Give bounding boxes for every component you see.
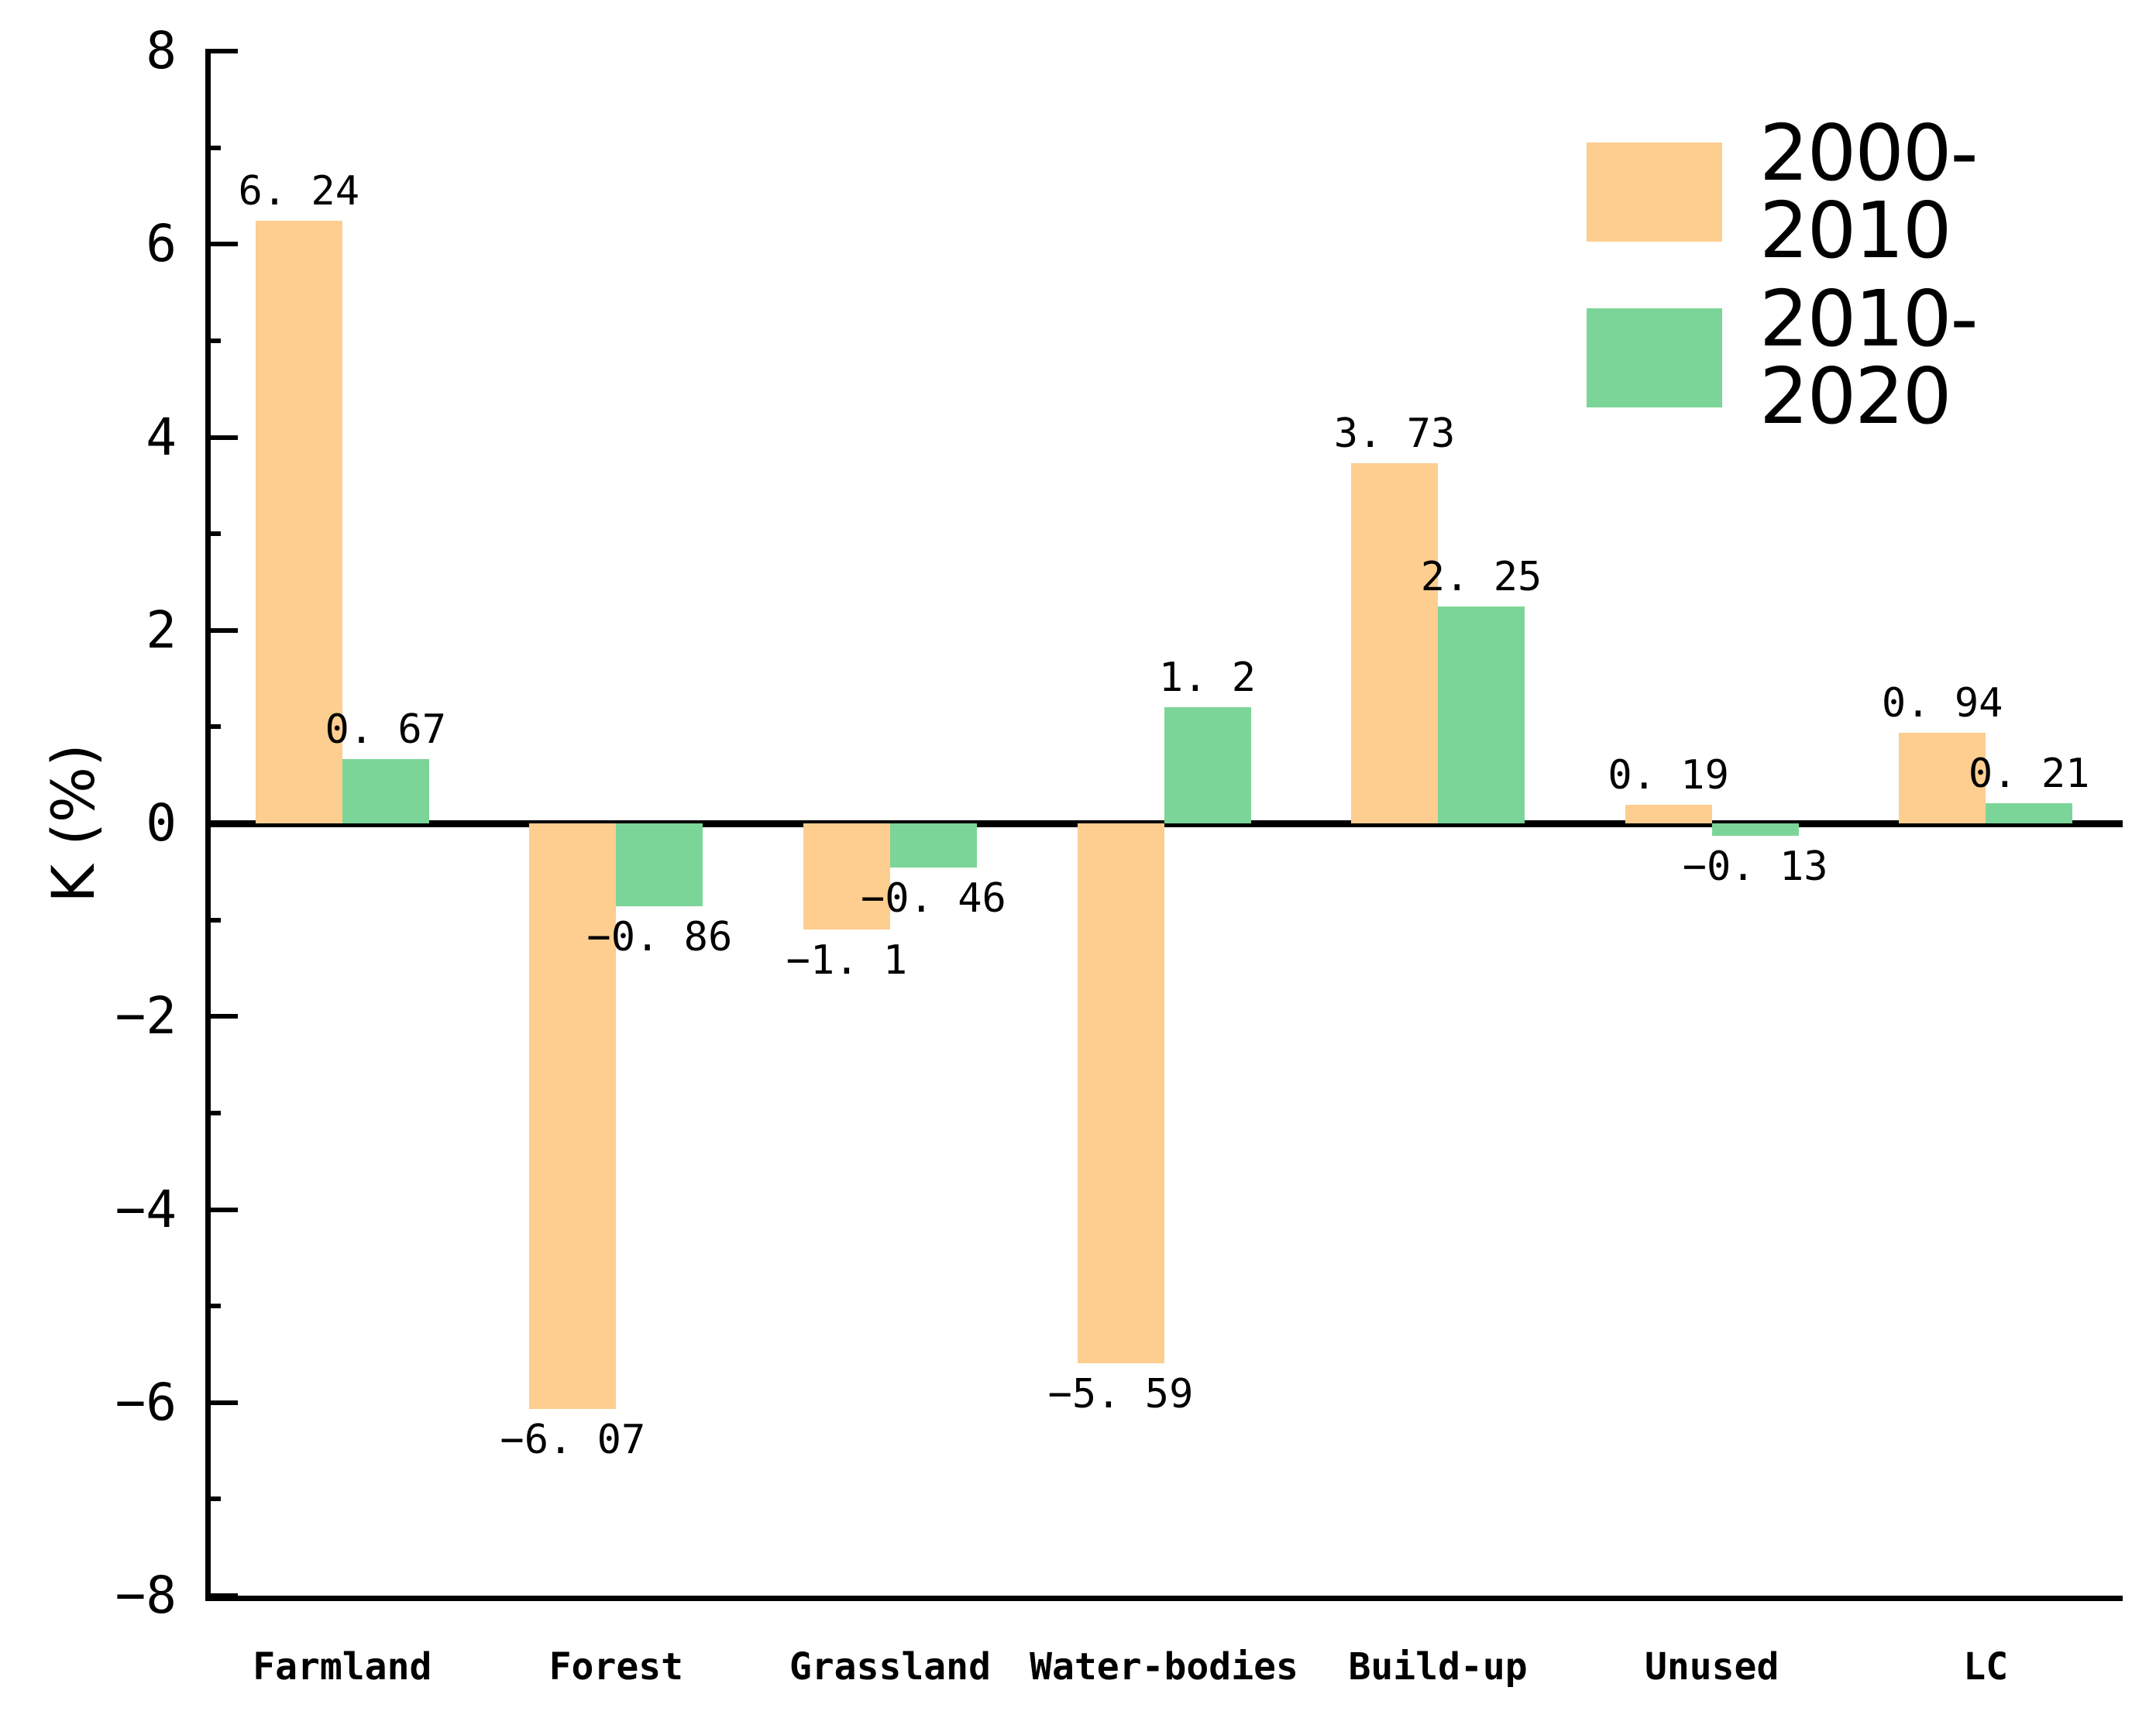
- bar-2000-2010-Farmland: [255, 221, 342, 823]
- bar-2010-2020-Farmland: [342, 758, 429, 823]
- bar-value-label: 6. 24: [238, 168, 360, 215]
- y-tick-label: 4: [146, 407, 177, 467]
- legend-label-2000-2010: 2000-2010: [1759, 108, 1979, 276]
- bar-value-label: −6. 07: [500, 1417, 646, 1464]
- legend-row-2000-2010: 2000-2010: [1587, 115, 2156, 270]
- x-axis-spine: [205, 1596, 2123, 1601]
- y-minor-tick: [205, 1496, 221, 1502]
- category-label-Water-bodies: Water-bodies: [1030, 1645, 1298, 1689]
- bar-2000-2010-Water-bodies: [1077, 823, 1164, 1363]
- bar-value-label: 3. 73: [1333, 411, 1456, 458]
- category-label-Forest: Forest: [548, 1645, 684, 1689]
- bar-2010-2020-Grassland: [889, 823, 977, 868]
- category-label-Farmland: Farmland: [253, 1645, 432, 1689]
- y-tick-label: −8: [115, 1565, 177, 1625]
- y-major-tick: [205, 242, 238, 247]
- bar-value-label: −0. 86: [586, 914, 733, 961]
- y-minor-tick: [205, 338, 221, 343]
- category-label-LC: LC: [1963, 1645, 2009, 1689]
- bar-value-label: −5. 59: [1047, 1370, 1194, 1417]
- bar-2010-2020-Forest: [616, 823, 703, 907]
- y-minor-tick: [205, 917, 221, 923]
- bar-2000-2010-Build-up: [1351, 463, 1439, 823]
- bar-2010-2020-Water-bodies: [1164, 707, 1251, 823]
- y-minor-tick: [205, 145, 221, 150]
- bar-value-label: 0. 94: [1881, 679, 2003, 727]
- y-tick-label: −4: [115, 1179, 177, 1239]
- y-major-tick: [205, 1207, 238, 1212]
- legend-swatch-2000-2010-icon: [1587, 143, 1722, 242]
- bar-value-label: −0. 46: [861, 875, 1006, 923]
- bar-2000-2010-LC: [1899, 732, 1986, 823]
- bar-value-label: 0. 67: [325, 706, 447, 753]
- y-tick-label: 6: [146, 214, 177, 274]
- bar-2010-2020-LC: [1986, 802, 2073, 823]
- bar-2000-2010-Grassland: [803, 823, 890, 930]
- y-major-tick: [205, 627, 238, 633]
- y-tick-label: −2: [115, 986, 177, 1046]
- y-minor-tick: [205, 724, 221, 730]
- y-tick-label: 2: [146, 600, 177, 660]
- y-minor-tick: [205, 531, 221, 537]
- y-tick-label: 0: [146, 793, 177, 853]
- legend-row-2010-2020: 2010-2020: [1587, 280, 2156, 435]
- bar-value-label: 2. 25: [1420, 553, 1542, 600]
- zero-line: [205, 820, 2123, 827]
- bar-value-label: 1. 2: [1158, 655, 1257, 702]
- y-tick-label: 8: [146, 21, 177, 81]
- y-major-tick: [205, 1014, 238, 1019]
- legend-swatch-2010-2020-icon: [1587, 308, 1722, 407]
- y-minor-tick: [205, 1110, 221, 1115]
- bar-value-label: 0. 21: [1968, 750, 2090, 797]
- category-label-Grassland: Grassland: [789, 1645, 991, 1689]
- y-tick-label: −6: [115, 1372, 177, 1432]
- bar-2000-2010-Forest: [529, 823, 617, 1410]
- bar-value-label: 0. 19: [1608, 752, 1729, 799]
- legend-label-2010-2020: 2010-2020: [1759, 273, 1979, 442]
- legend: 2000-2010 2010-2020: [1587, 115, 2156, 435]
- bar-2000-2010-Unused: [1625, 805, 1712, 823]
- y-major-tick: [205, 1400, 238, 1405]
- bar-value-label: −1. 1: [786, 937, 908, 984]
- y-minor-tick: [205, 1304, 221, 1309]
- category-label-Unused: Unused: [1644, 1645, 1779, 1689]
- y-major-tick: [205, 49, 238, 53]
- bar-value-label: −0. 13: [1682, 844, 1828, 891]
- category-label-Build-up: Build-up: [1348, 1645, 1528, 1689]
- bar-2010-2020-Unused: [1711, 823, 1799, 837]
- y-major-tick: [205, 435, 238, 440]
- bar-2010-2020-Build-up: [1438, 606, 1525, 823]
